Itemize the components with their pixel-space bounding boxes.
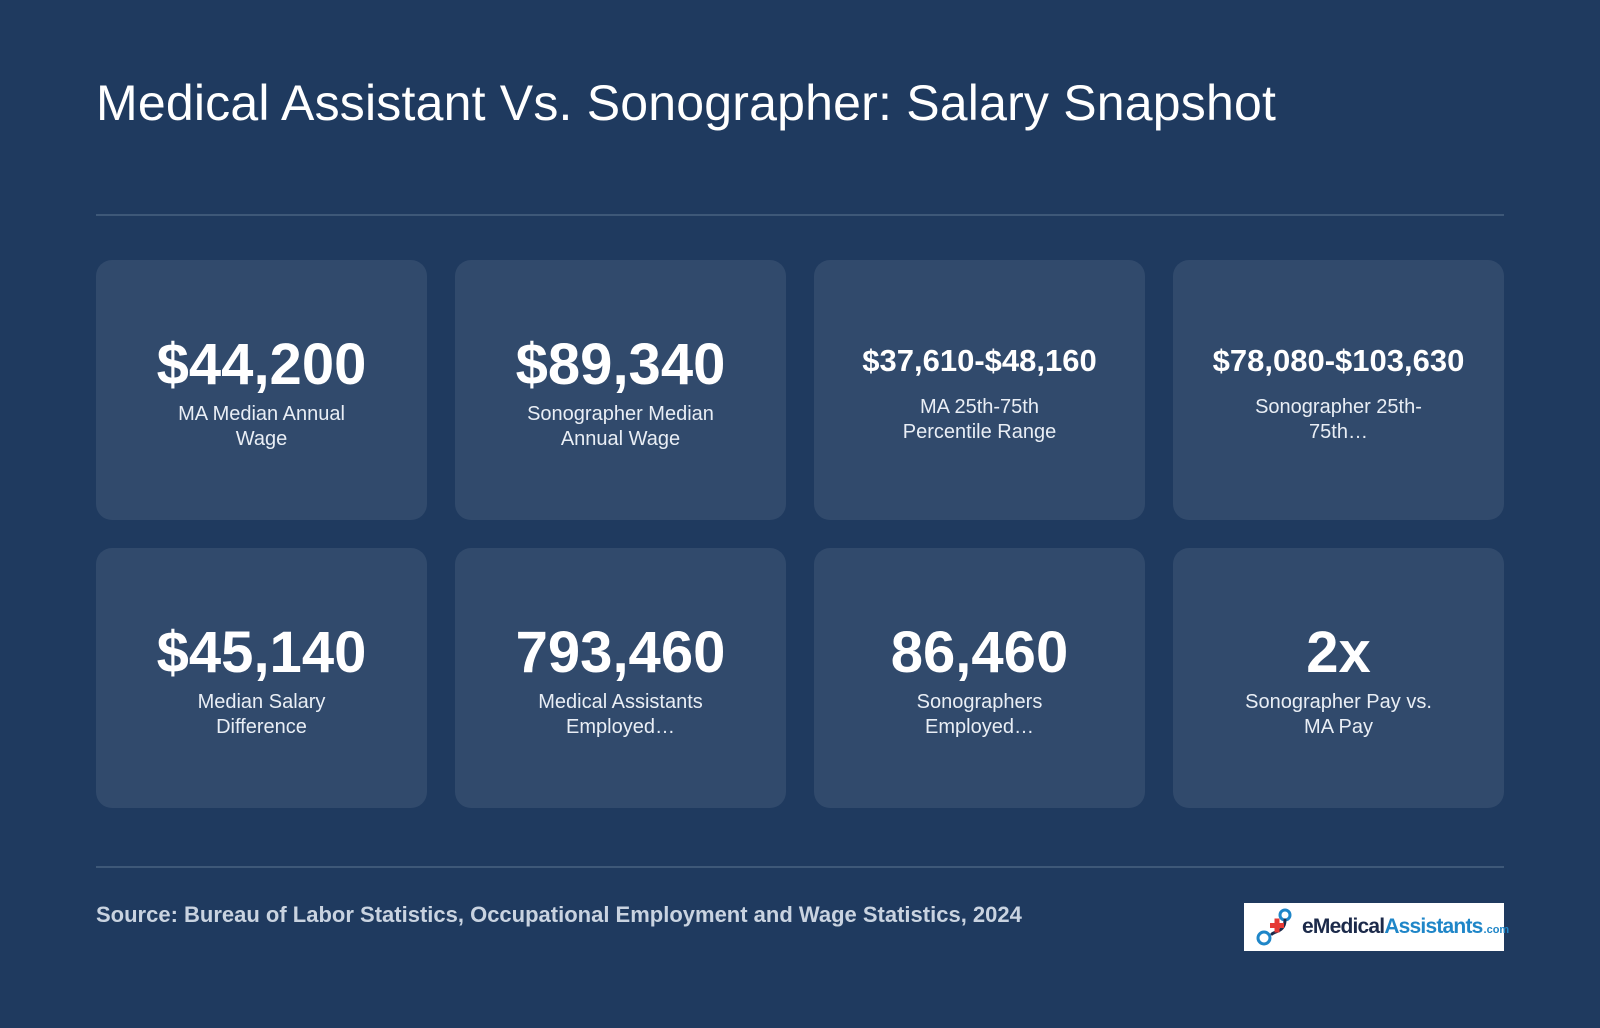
snapshot-page: Medical Assistant Vs. Sonographer: Salar… xyxy=(96,0,1509,1028)
source-citation: Source: Bureau of Labor Statistics, Occu… xyxy=(96,902,1022,927)
stat-label: Median Salary Difference xyxy=(197,691,326,739)
stat-value: 2x xyxy=(1306,619,1371,685)
page-title: Medical Assistant Vs. Sonographer: Salar… xyxy=(96,75,1277,131)
emedicalassistants-logo[interactable]: eMedicalAssistants.com xyxy=(1244,903,1509,951)
stat-card-ma-percentile-range: $37,610-$48,160 MA 25th-75th Percentile … xyxy=(814,260,1145,520)
stat-value: $89,340 xyxy=(515,331,726,397)
stat-label: Sonographer Median Annual Wage xyxy=(527,403,714,451)
stat-label: Medical Assistants Employed… xyxy=(538,691,703,739)
top-divider xyxy=(96,214,1504,216)
stat-card-sonographer-percentile-range: $78,080-$103,630 Sonographer 25th-75th… xyxy=(1173,260,1504,520)
stats-grid: $44,200 MA Median Annual Wage $89,340 So… xyxy=(96,260,1504,808)
stat-value: 86,460 xyxy=(890,619,1069,685)
logo-accent: Assistants xyxy=(1384,915,1483,938)
bottom-divider xyxy=(96,866,1504,868)
stat-label: MA 25th-75th Percentile Range xyxy=(902,396,1057,444)
stat-label: Sonographer 25th-75th… xyxy=(1255,396,1422,444)
stat-card-sonographers-employed: 86,460 Sonographers Employed… xyxy=(814,548,1145,808)
stat-value: $78,080-$103,630 xyxy=(1212,342,1465,378)
stethoscope-cross-icon xyxy=(1256,908,1292,946)
stat-label: Sonographers Employed… xyxy=(916,691,1043,739)
stat-label: MA Median Annual Wage xyxy=(178,403,345,451)
stat-value: $37,610-$48,160 xyxy=(862,342,1097,378)
logo-wordmark: eMedicalAssistants.com xyxy=(1302,915,1509,939)
stat-card-ma-employed: 793,460 Medical Assistants Employed… xyxy=(455,548,786,808)
logo-suffix: .com xyxy=(1483,924,1510,936)
stat-card-median-salary-difference: $45,140 Median Salary Difference xyxy=(96,548,427,808)
stat-value: $45,140 xyxy=(156,619,367,685)
stat-label: Sonographer Pay vs. MA Pay xyxy=(1245,691,1432,739)
stat-value: 793,460 xyxy=(515,619,726,685)
stat-card-sonographer-median-wage: $89,340 Sonographer Median Annual Wage xyxy=(455,260,786,520)
stat-value: $44,200 xyxy=(156,331,367,397)
stat-card-pay-ratio: 2x Sonographer Pay vs. MA Pay xyxy=(1173,548,1504,808)
stat-card-ma-median-wage: $44,200 MA Median Annual Wage xyxy=(96,260,427,520)
logo-prefix: eMedical xyxy=(1302,915,1385,938)
